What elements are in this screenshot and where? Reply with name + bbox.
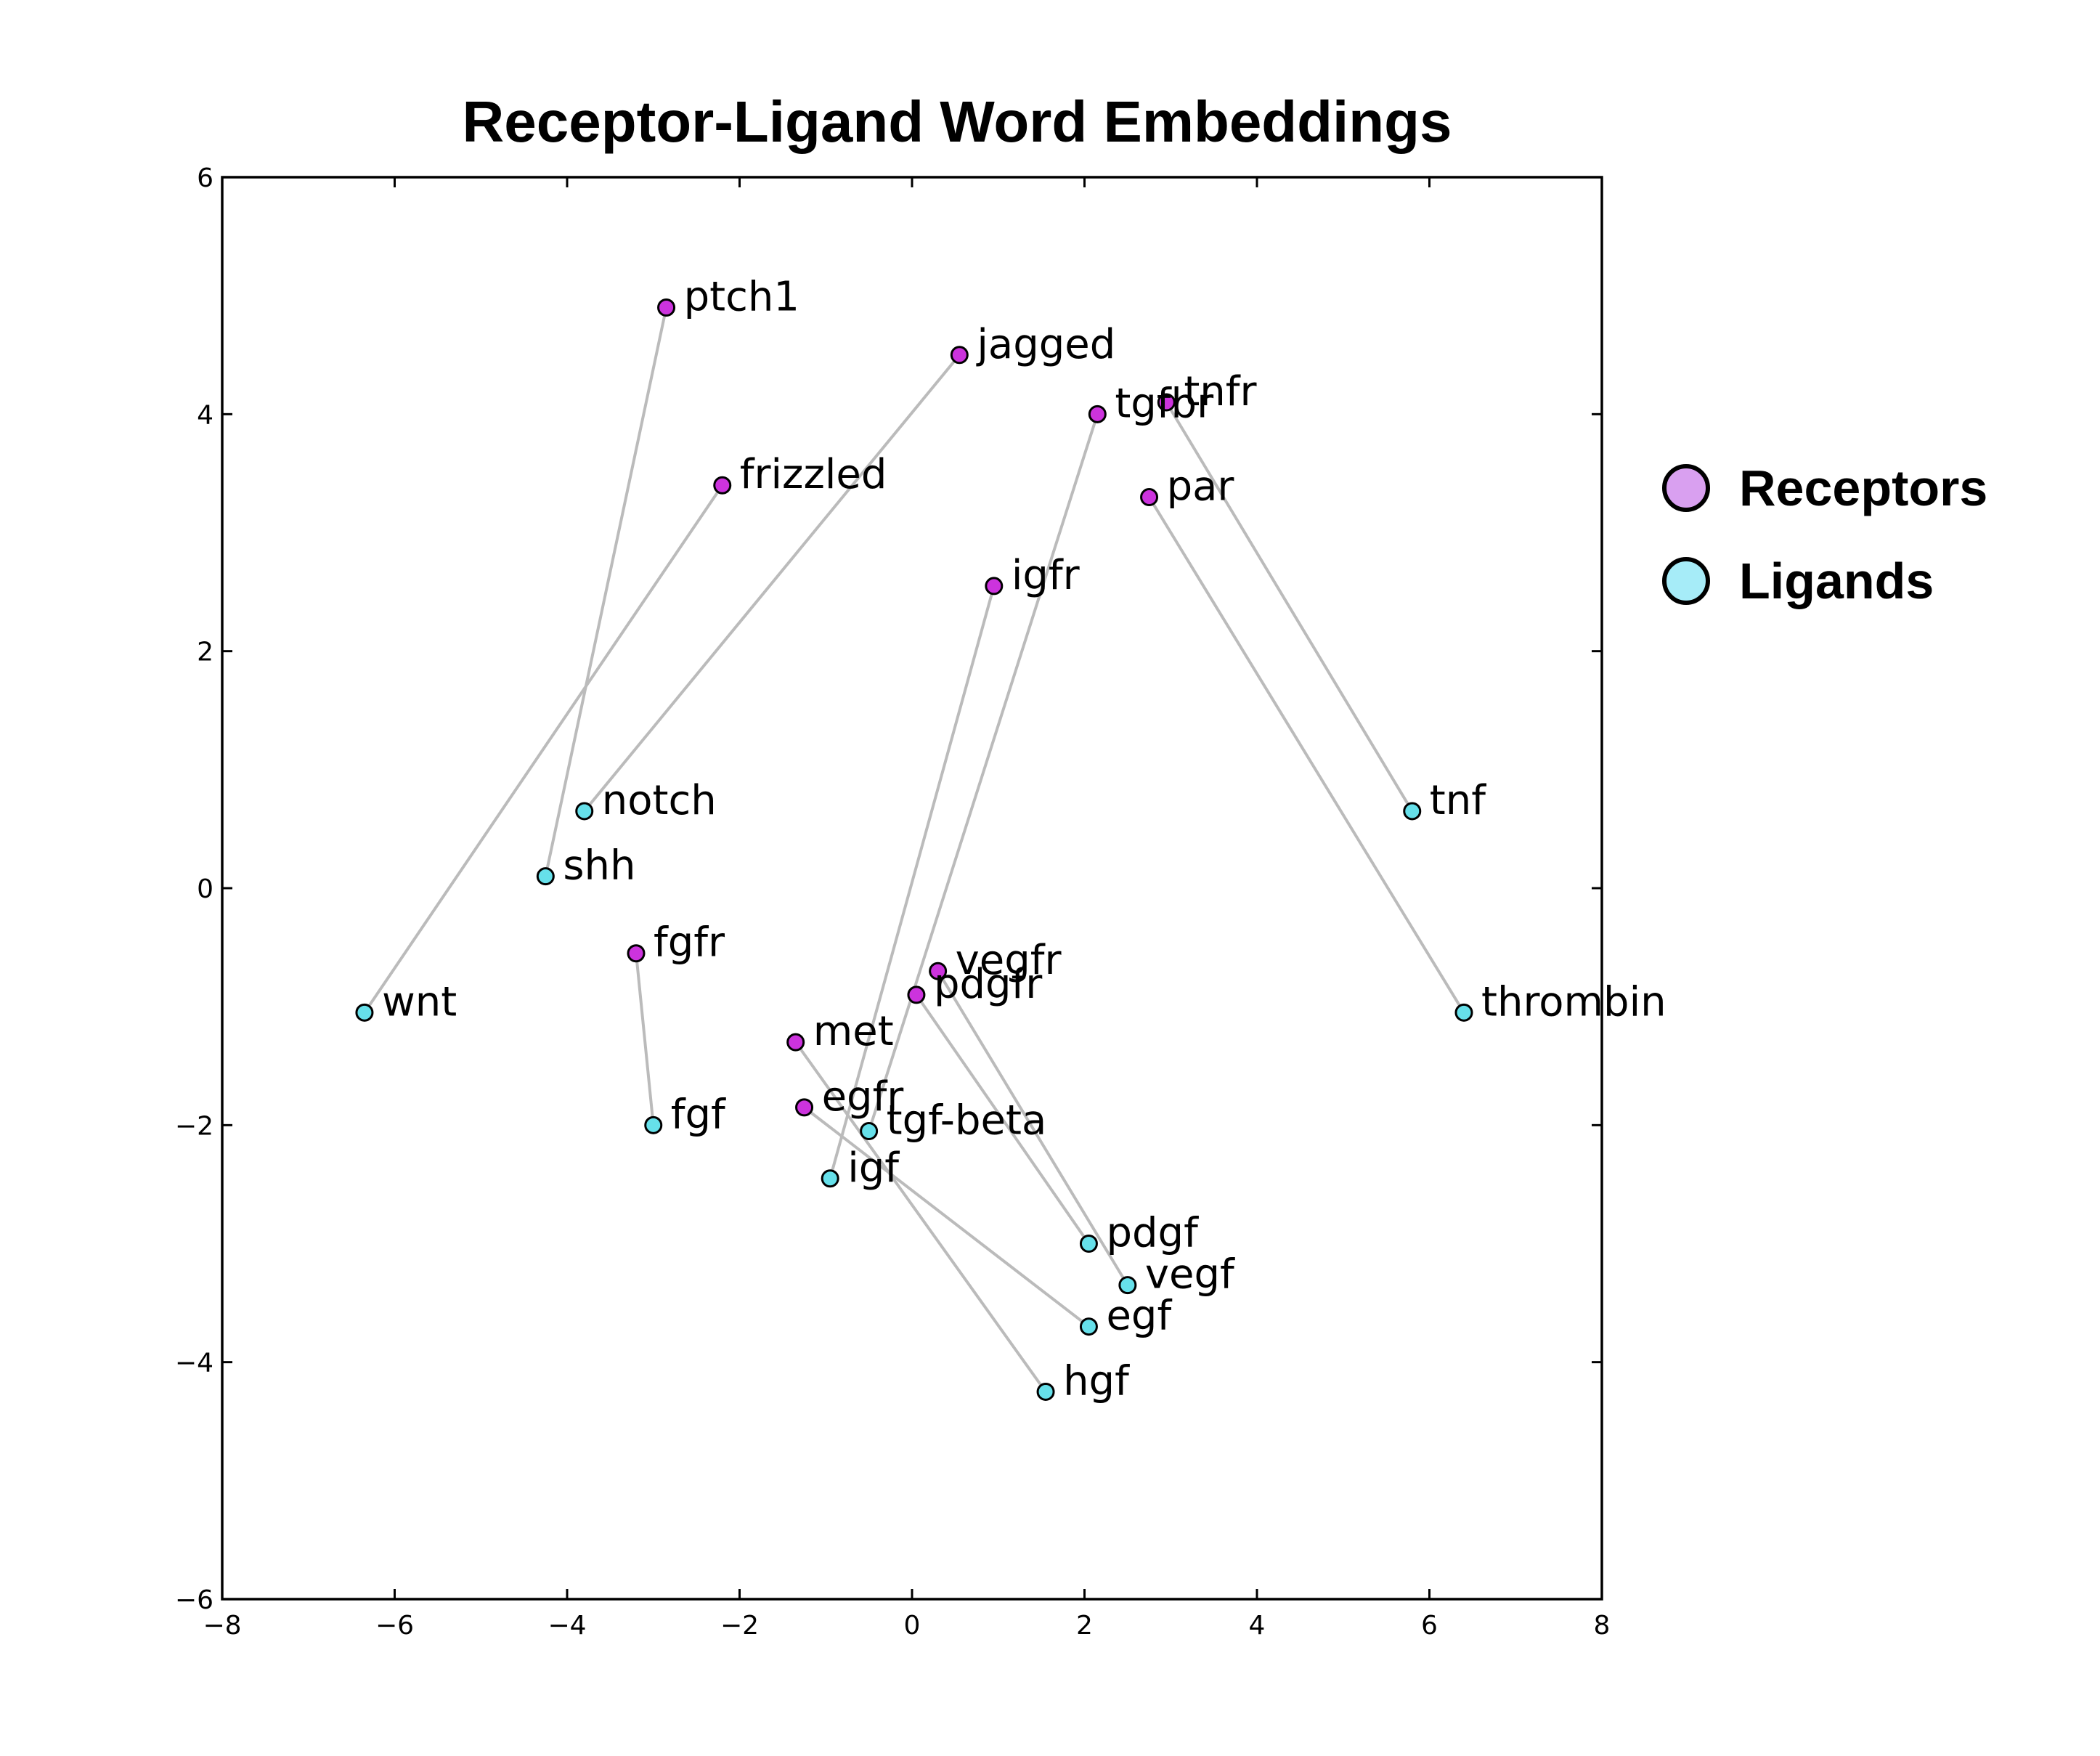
y-tick-label: −2 [175, 1111, 213, 1141]
point-label-met: met [813, 1008, 894, 1055]
legend: Receptors Ligands [1662, 460, 1987, 609]
y-tick-label: −4 [175, 1349, 213, 1378]
plot-frame [221, 176, 1603, 1601]
pair-lines [363, 307, 1465, 1393]
x-tick-label: −4 [548, 1611, 586, 1641]
point-egf [1079, 1317, 1098, 1336]
legend-marker-receptors [1662, 464, 1710, 512]
pair-line-jagged-notch [583, 354, 961, 813]
y-tick-label: 2 [197, 638, 213, 667]
x-tick-label: 0 [904, 1611, 921, 1641]
point-label-frizzled: frizzled [740, 451, 887, 498]
point-label-egf: egf [1106, 1293, 1172, 1340]
point-igf [821, 1169, 839, 1188]
point-vegfr [929, 962, 948, 980]
point-frizzled [713, 476, 732, 495]
point-label-pdgf: pdgf [1106, 1210, 1199, 1257]
pair-line-met-hgf [794, 1041, 1047, 1393]
x-tick-label: −6 [375, 1611, 414, 1641]
point-label-tnf: tnf [1430, 777, 1486, 824]
point-fgfr [627, 944, 646, 963]
point-label-hgf: hgf [1063, 1357, 1130, 1405]
point-label-notch: notch [602, 777, 717, 824]
x-tick-label: 6 [1421, 1611, 1438, 1641]
point-label-igfr: igfr [1012, 552, 1080, 599]
x-tick-label: 8 [1594, 1611, 1611, 1641]
point-label-shh: shh [563, 842, 635, 890]
point-par [1140, 488, 1159, 507]
point-jagged [950, 346, 969, 365]
point-met [786, 1033, 805, 1052]
point-label-par: par [1167, 463, 1235, 511]
point-label-tnfr: tnfr [1184, 368, 1257, 415]
point-pdgf [1079, 1235, 1098, 1253]
point-vegf [1118, 1276, 1137, 1295]
point-shh [536, 867, 555, 886]
x-tick-label: −8 [203, 1611, 241, 1641]
point-label-pdgfr: pdgfr [934, 961, 1043, 1008]
point-pdgfr [907, 985, 926, 1004]
pair-line-par-thrombin [1147, 496, 1465, 1014]
legend-marker-ligands [1662, 557, 1710, 605]
pair-line-tnfr-tnf [1165, 401, 1414, 812]
point-label-thrombin: thrombin [1481, 978, 1666, 1025]
point-ptch1 [657, 298, 676, 317]
pair-line-pdgfr-pdgf [915, 993, 1091, 1245]
pair-line-egfr-egf [803, 1106, 1090, 1328]
point-label-tgf-beta: tgf-beta [887, 1097, 1047, 1144]
point-fgf [644, 1115, 663, 1134]
x-tick-label: −2 [720, 1611, 759, 1641]
chart-title: Receptor-Ligand Word Embeddings [462, 89, 1452, 154]
pair-line-ptch1-shh [544, 307, 668, 877]
pair-line-igfr-igf [829, 585, 996, 1179]
point-igfr [985, 577, 1004, 596]
legend-label-receptors: Receptors [1739, 460, 1987, 516]
point-label-wnt: wnt [382, 978, 457, 1025]
pair-line-fgfr-fgf [635, 953, 655, 1126]
point-label-jagged: jagged [975, 321, 1115, 368]
x-tick-label: 2 [1076, 1611, 1093, 1641]
point-tgfbr [1088, 405, 1107, 423]
pair-line-vegfr-vegf [936, 970, 1129, 1286]
point-label-vegf: vegf [1145, 1251, 1235, 1298]
point-label-fgf: fgf [671, 1091, 726, 1138]
y-tick-label: 4 [197, 400, 213, 430]
point-label-igf: igf [847, 1145, 900, 1192]
point-label-egfr: egfr [822, 1073, 905, 1121]
point-hgf [1036, 1382, 1055, 1401]
y-tick-label: −6 [175, 1585, 213, 1615]
pair-line-frizzled-wnt [363, 484, 724, 1014]
x-tick-label: 4 [1249, 1611, 1266, 1641]
point-tnf [1403, 802, 1422, 821]
y-tick-label: 6 [197, 163, 213, 193]
point-wnt [355, 1003, 374, 1022]
point-label-ptch1: ptch1 [684, 273, 799, 320]
point-tnfr [1157, 393, 1176, 412]
legend-label-ligands: Ligands [1739, 553, 1934, 609]
point-notch [575, 802, 594, 821]
point-egfr [795, 1098, 814, 1117]
point-label-vegfr: vegfr [956, 937, 1062, 984]
point-label-fgfr: fgfr [654, 919, 725, 967]
point-thrombin [1454, 1003, 1473, 1022]
pair-line-tgfbr-tgf-beta [867, 413, 1099, 1132]
y-tick-label: 0 [197, 874, 213, 904]
point-label-tgfbr: tgfbr [1115, 380, 1214, 427]
point-tgf-beta [860, 1121, 879, 1140]
